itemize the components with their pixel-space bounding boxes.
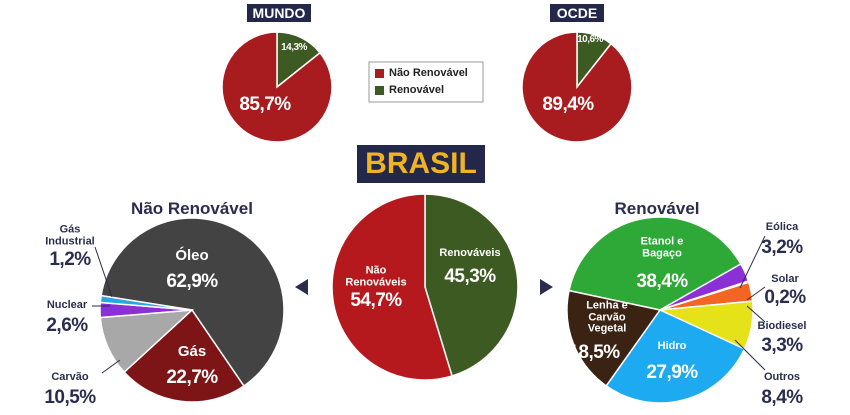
slice-name: Carvão xyxy=(51,371,89,384)
slice-name: Etanol e Bagaço xyxy=(640,235,684,259)
pie-slice xyxy=(99,294,193,311)
slice-name: Outros xyxy=(763,371,801,384)
slice-name: Gás xyxy=(177,343,207,361)
legend-box xyxy=(368,61,484,103)
legend-label: Renovável xyxy=(389,84,445,97)
title-brasil: BRASIL xyxy=(357,145,485,183)
title-renovavel: Renovável xyxy=(614,199,700,219)
pie-slice xyxy=(221,31,333,143)
leader-line xyxy=(739,235,766,289)
slice-value: 18,5% xyxy=(568,342,620,364)
pie-slice xyxy=(123,308,245,403)
legend-swatch xyxy=(375,69,384,78)
title-mundo: MUNDO xyxy=(247,4,311,22)
slice-value: 14,3% xyxy=(281,41,307,53)
pie-slice xyxy=(424,193,519,377)
slice-name: Solar xyxy=(771,273,799,286)
slice-value: 3,2% xyxy=(761,237,803,259)
pie-slice xyxy=(566,289,662,387)
pie-slice xyxy=(605,309,746,404)
slice-name: Renováveis xyxy=(439,247,501,260)
slice-value: 54,7% xyxy=(350,290,402,312)
leader-line xyxy=(734,339,766,371)
arrow-left xyxy=(295,279,308,295)
slice-value: 3,3% xyxy=(761,335,803,357)
leader-line xyxy=(94,246,113,298)
pie-slice xyxy=(521,31,633,143)
slice-name: Óleo xyxy=(175,247,209,265)
pie-slice xyxy=(568,216,742,311)
slice-value: 2,6% xyxy=(46,315,88,337)
slice-value: 1,2% xyxy=(49,249,91,271)
slice-name: Eólica xyxy=(765,221,799,234)
slice-value: 10,5% xyxy=(44,387,96,409)
slice-name: Biodiesel xyxy=(757,320,807,333)
title-ocde: OCDE xyxy=(550,4,604,22)
slice-value: 27,9% xyxy=(646,362,698,384)
slice-name: Não Renováveis xyxy=(345,264,407,288)
slice-name: Hidro xyxy=(657,340,687,353)
slice-value: 8,4% xyxy=(761,387,803,409)
pie-slice xyxy=(100,217,285,388)
slice-value: 89,4% xyxy=(542,94,594,116)
slice-value: 0,2% xyxy=(764,287,806,309)
slice-value: 45,3% xyxy=(444,266,496,288)
slice-name: Gás Industrial xyxy=(45,223,95,247)
pie-slice xyxy=(331,193,454,381)
slice-value: 22,7% xyxy=(166,367,218,389)
leader-line xyxy=(746,286,766,301)
slice-name: Lenha e Carvão Vegetal xyxy=(586,299,628,335)
leader-line xyxy=(101,359,121,374)
legend-label: Não Renovável xyxy=(389,67,468,80)
slice-value: 38,4% xyxy=(636,271,688,293)
arrow-right xyxy=(540,279,553,295)
slice-value: 62,9% xyxy=(166,271,218,293)
slice-value: 85,7% xyxy=(239,94,291,116)
slice-name: Nuclear xyxy=(46,299,88,312)
legend-swatch xyxy=(375,86,384,95)
leader-line xyxy=(746,305,766,323)
title-nao-renovavel: Não Renovável xyxy=(131,199,253,219)
slice-value: 10,6% xyxy=(577,33,603,45)
